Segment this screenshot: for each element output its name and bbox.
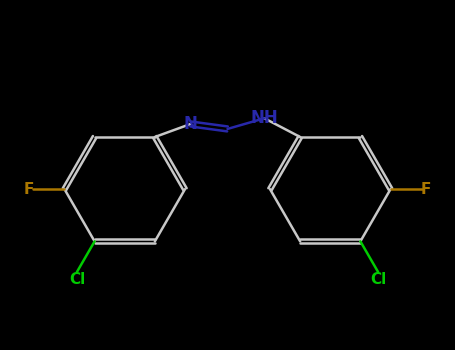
Text: F: F [421, 182, 431, 197]
Text: N: N [184, 115, 197, 133]
Text: Cl: Cl [69, 272, 85, 287]
Text: F: F [24, 182, 34, 197]
Text: Cl: Cl [370, 272, 386, 287]
Text: NH: NH [251, 109, 278, 127]
